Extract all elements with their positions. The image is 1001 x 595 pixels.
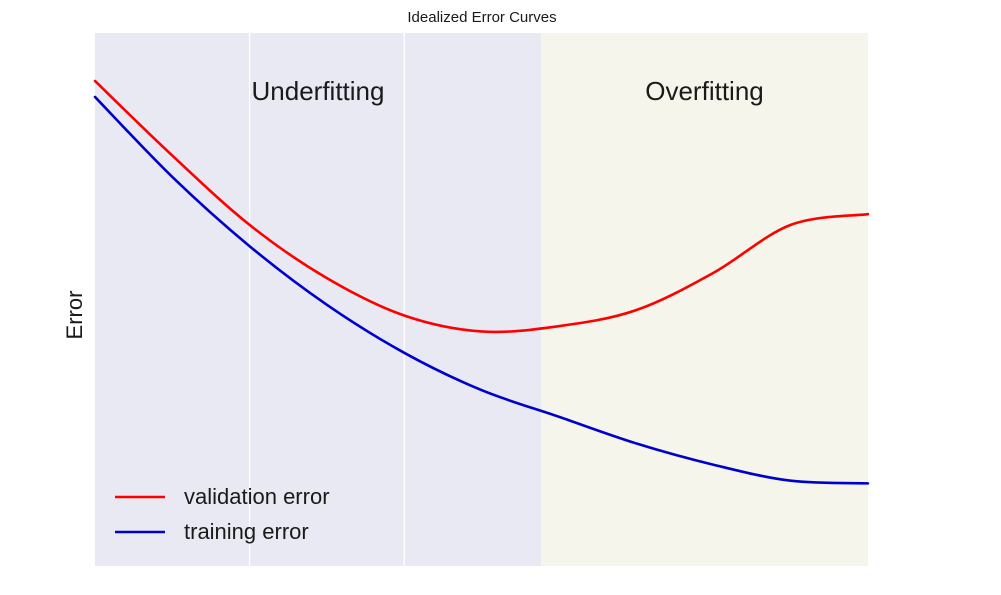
- y-axis-label: Error: [62, 291, 87, 340]
- region-overfitting: [541, 33, 868, 566]
- region-label-underfitting: Underfitting: [252, 76, 385, 106]
- region-label-overfitting: Overfitting: [645, 76, 764, 106]
- region-labels: Underfitting Overfitting: [252, 76, 764, 106]
- series-lines: [93, 79, 870, 485]
- legend-label-training-error: training error: [184, 519, 309, 544]
- chart-title: Idealized Error Curves: [407, 9, 556, 26]
- plot-grid: [248, 33, 405, 566]
- plot-background: [95, 33, 868, 566]
- chart-legend: validation error training error: [115, 484, 330, 544]
- series-line-training-error: [93, 95, 870, 485]
- legend-label-validation-error: validation error: [184, 484, 330, 509]
- series-line-validation-error: [93, 79, 870, 334]
